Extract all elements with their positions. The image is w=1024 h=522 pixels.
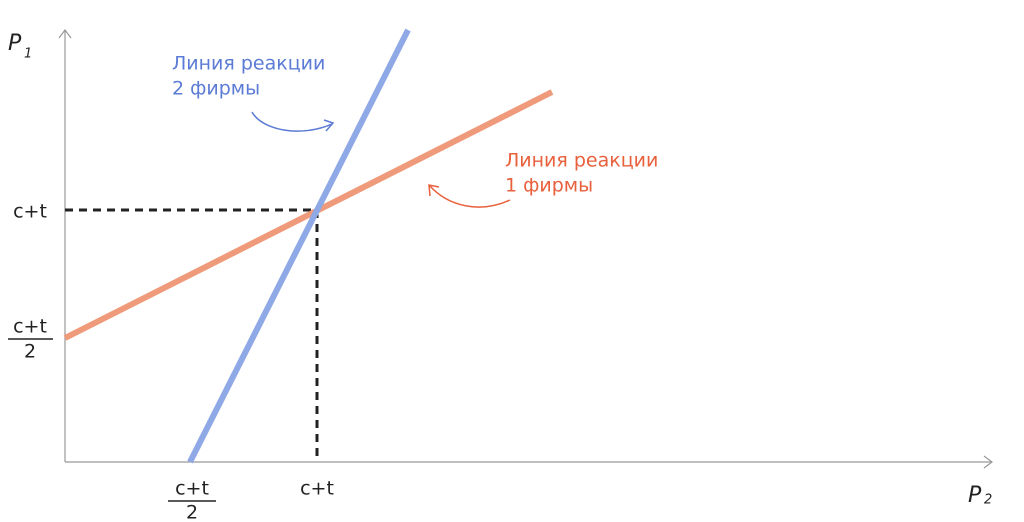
fraction-numerator: c+t bbox=[13, 316, 47, 338]
arrow-head bbox=[323, 119, 335, 132]
annotation-text: Линия реакции bbox=[172, 53, 325, 75]
annotation-arrow bbox=[429, 185, 511, 208]
x-axis-label: P bbox=[968, 483, 982, 508]
annotation-text: 1 фирмы bbox=[505, 175, 593, 197]
x-axis-arrow bbox=[983, 455, 993, 469]
annotation-arrow bbox=[251, 111, 333, 132]
arrow-head bbox=[428, 184, 440, 197]
annotation-text: Линия реакции bbox=[505, 150, 658, 172]
fraction-numerator: c+t bbox=[175, 478, 209, 500]
reaction-line-firm-2 bbox=[187, 28, 411, 464]
reaction-line-firm-1 bbox=[63, 89, 554, 341]
y-axis-label: P bbox=[8, 31, 22, 56]
x-axis-subscript: 2 bbox=[984, 493, 992, 508]
y-tick-label: c+t bbox=[13, 201, 47, 223]
fraction-denominator: 2 bbox=[186, 502, 198, 522]
y-axis-subscript: 1 bbox=[24, 47, 32, 62]
annotation-text: 2 фирмы bbox=[172, 78, 260, 100]
fraction-denominator: 2 bbox=[24, 341, 36, 363]
x-tick-label: c+t bbox=[300, 478, 334, 500]
y-axis-arrow bbox=[58, 29, 72, 39]
